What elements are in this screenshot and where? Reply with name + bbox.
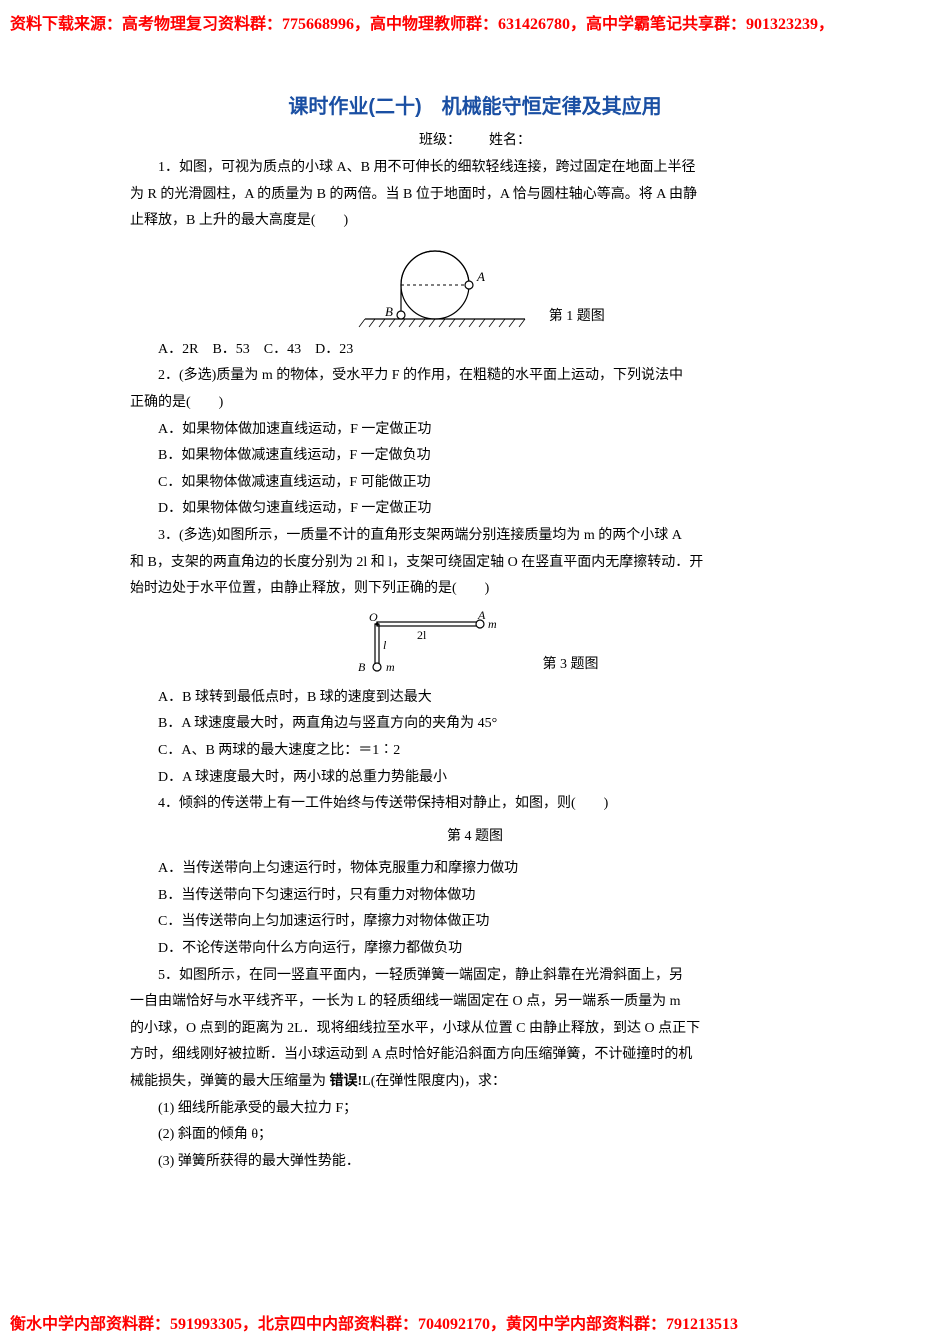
q4-stem: 4．倾斜的传送带上有一工件始终与传送带保持相对静止，如图，则( ) <box>130 791 820 818</box>
worksheet-title: 课时作业(二十) 机械能守恒定律及其应用 <box>130 90 820 119</box>
q3-caption: 第 3 题图 <box>543 652 599 679</box>
q2-optA: A．如果物体做加速直线运动，F 一定做正功 <box>130 417 820 444</box>
q3-optB: B．A 球速度最大时，两直角边与竖直方向的夹角为 45° <box>130 711 820 738</box>
q4-caption: 第 4 题图 <box>447 824 503 851</box>
q3-line1: 3．(多选)如图所示，一质量不计的直角形支架两端分别连接质量均为 m 的两个小球… <box>130 523 820 550</box>
q3-label-m2: m <box>386 660 395 674</box>
q4-caption-row: 第 4 题图 <box>130 824 820 851</box>
q3-label-B: B <box>358 660 366 674</box>
q5-line5c: L(在弹性限度内)，求： <box>362 1074 506 1089</box>
q1-line3: 止释放，B 上升的最大高度是( ) <box>130 208 820 235</box>
q3-optD: D．A 球速度最大时，两小球的总重力势能最小 <box>130 765 820 792</box>
q2-line1: 2．(多选)质量为 m 的物体，受水平力 F 的作用，在粗糙的水平面上运动，下列… <box>130 363 820 390</box>
q3-label-O: O <box>369 610 378 624</box>
error-marker: 错误! <box>330 1074 363 1089</box>
q5-sub1: (1) 细线所能承受的最大拉力 F； <box>130 1096 820 1123</box>
q3-figure: O A m B m 2l l 第 3 题图 <box>130 609 820 679</box>
name-label: 姓名： <box>489 133 531 148</box>
q1-line2: 为 R 的光滑圆柱，A 的质量为 B 的两倍。当 B 位于地面时，A 恰与圆柱轴… <box>130 182 820 209</box>
q3-label-l: l <box>383 638 387 652</box>
q1-line1: 1．如图，可视为质点的小球 A、B 用不可伸长的细软轻线连接，跨过固定在地面上半… <box>130 155 820 182</box>
q5-line1: 5．如图所示，在同一竖直平面内，一轻质弹簧一端固定，静止斜靠在光滑斜面上，另 <box>130 963 820 990</box>
q3-svg: O A m B m 2l l <box>352 609 522 679</box>
q1-label-A: A <box>476 269 485 284</box>
class-label: 班级： <box>419 133 461 148</box>
q2-line2: 正确的是( ) <box>130 390 820 417</box>
meta-line: 班级： 姓名： <box>130 129 820 149</box>
q3-optA: A．B 球转到最低点时，B 球的速度到达最大 <box>130 685 820 712</box>
q5-line3: 的小球，O 点到的距离为 2L．现将细线拉至水平，小球从位置 C 由静止释放，到… <box>130 1016 820 1043</box>
q4-optD: D．不论传送带向什么方向运行，摩擦力都做负功 <box>130 936 820 963</box>
footer-banner: 衡水中学内部资料群：591993305，北京四中内部资料群：704092170，… <box>10 1310 940 1334</box>
q1-label-B: B <box>385 304 393 319</box>
q4-optB: B．当传送带向下匀速运行时，只有重力对物体做功 <box>130 883 820 910</box>
q1-caption: 第 1 题图 <box>549 304 605 331</box>
q1-options: A．2R B．53 C．43 D．23 <box>130 337 820 364</box>
q1-svg: A B <box>345 241 545 331</box>
q1-figure: A B 第 1 题图 <box>130 241 820 331</box>
q3-label-m1: m <box>488 617 497 631</box>
q2-optC: C．如果物体做减速直线运动，F 可能做正功 <box>130 470 820 497</box>
q5-sub3: (3) 弹簧所获得的最大弹性势能． <box>130 1149 820 1176</box>
q5-line5: 械能损失，弹簧的最大压缩量为 错误!L(在弹性限度内)，求： <box>130 1069 820 1096</box>
q2-optB: B．如果物体做减速直线运动，F 一定做负功 <box>130 443 820 470</box>
q5-line5a: 械能损失，弹簧的最大压缩量为 <box>130 1074 330 1089</box>
header-banner: 资料下载来源：高考物理复习资料群：775668996，高中物理教师群：63142… <box>10 10 940 34</box>
q2-optD: D．如果物体做匀速直线运动，F 一定做正功 <box>130 496 820 523</box>
q5-line2: 一自由端恰好与水平线齐平，一长为 L 的轻质细线一端固定在 O 点，另一端系一质… <box>130 989 820 1016</box>
page-content: 课时作业(二十) 机械能守恒定律及其应用 班级： 姓名： 1．如图，可视为质点的… <box>130 90 820 1175</box>
q4-optA: A．当传送带向上匀速运行时，物体克服重力和摩擦力做功 <box>130 856 820 883</box>
q3-label-A: A <box>477 609 486 622</box>
q3-line3: 始时边处于水平位置，由静止释放，则下列正确的是( ) <box>130 576 820 603</box>
q5-sub2: (2) 斜面的倾角 θ； <box>130 1122 820 1149</box>
q4-optC: C．当传送带向上匀加速运行时，摩擦力对物体做正功 <box>130 909 820 936</box>
q3-optC: C．A、B 两球的最大速度之比：＝1∶2 <box>130 738 820 765</box>
q3-line2: 和 B，支架的两直角边的长度分别为 2l 和 l，支架可绕固定轴 O 在竖直平面… <box>130 550 820 577</box>
q5-line4: 方时，细线刚好被拉断．当小球运动到 A 点时恰好能沿斜面方向压缩弹簧，不计碰撞时… <box>130 1042 820 1069</box>
q3-label-2l: 2l <box>417 628 427 642</box>
